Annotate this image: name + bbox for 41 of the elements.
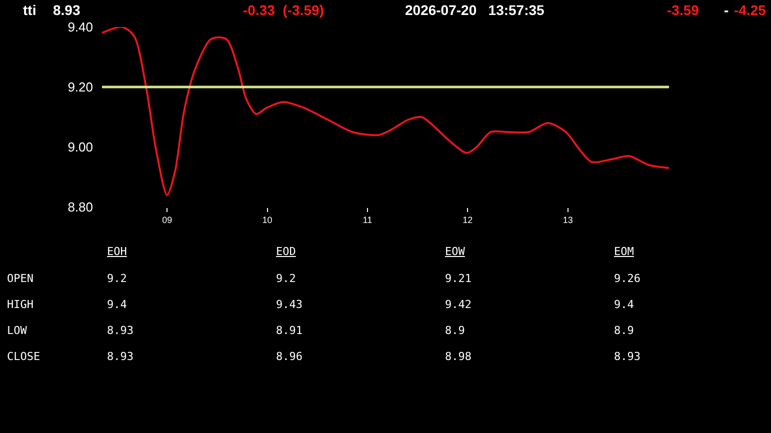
- text: EOH: [107, 245, 127, 258]
- text: 2026-07-20 13:57:35: [405, 2, 544, 18]
- text: -0.33 (-3.59): [243, 2, 324, 18]
- chart-title: tti: [23, 2, 36, 18]
- text: OPEN: [7, 272, 34, 285]
- text: EOM: [614, 245, 634, 258]
- text: 8.96: [276, 350, 302, 363]
- x-tick-label: 13: [562, 214, 573, 225]
- text: CLOSE: [7, 350, 40, 363]
- text: -4.25: [734, 2, 766, 18]
- text: 8.9: [445, 324, 465, 337]
- text: LOW: [7, 324, 27, 337]
- text: -3.59: [667, 2, 699, 18]
- text: 8.9: [614, 324, 634, 337]
- text: 9.42: [445, 298, 472, 311]
- x-tick-label: 11: [362, 214, 372, 225]
- text: -: [724, 2, 729, 18]
- text: HIGH: [7, 298, 34, 311]
- text: 8.93: [107, 324, 134, 337]
- text: 9.4: [614, 298, 634, 311]
- text: 9.21: [445, 272, 472, 285]
- text: 8.91: [276, 324, 302, 337]
- text: EOW: [445, 245, 465, 258]
- text: 9.4: [107, 298, 127, 311]
- y-tick-label: 8.80: [68, 200, 93, 215]
- text: 8.93: [107, 350, 134, 363]
- x-tick-label: 09: [162, 214, 172, 225]
- line-series: [102, 27, 669, 196]
- text: 9.26: [614, 272, 640, 285]
- y-tick-label: 9.40: [68, 20, 93, 35]
- y-tick-label: 9.20: [68, 80, 93, 95]
- text: 9.2: [276, 272, 296, 285]
- x-tick-label: 12: [462, 214, 473, 225]
- text: 9.43: [276, 298, 302, 311]
- text: 8.98: [445, 350, 472, 363]
- x-tick-label: 10: [262, 214, 272, 225]
- y-tick-label: 9.00: [68, 140, 93, 155]
- text: 8.93: [614, 350, 640, 363]
- text: 9.2: [107, 272, 127, 285]
- text: 8.93: [53, 2, 80, 18]
- text: EOD: [276, 245, 296, 258]
